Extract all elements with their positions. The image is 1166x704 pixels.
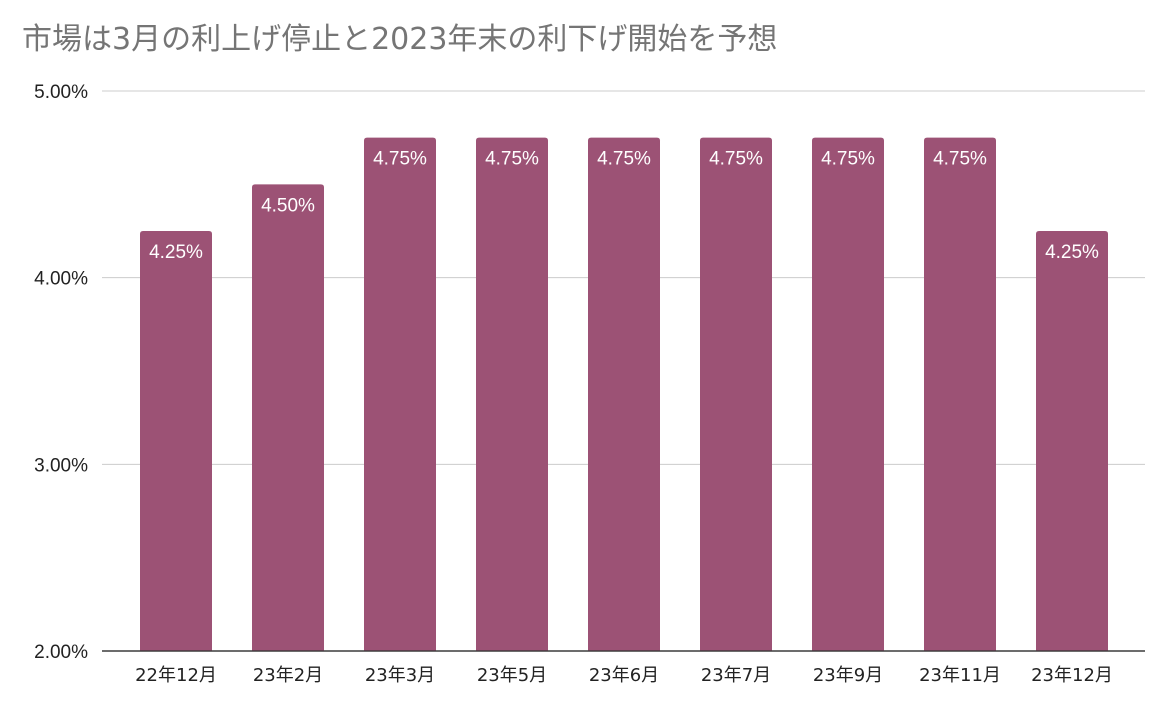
data-label: 4.25%	[149, 242, 203, 263]
y-tick-label: 4.00%	[34, 269, 88, 290]
data-label: 4.75%	[597, 149, 651, 170]
x-tick-label: 23年2月	[253, 665, 323, 686]
x-tick-label: 23年6月	[589, 665, 659, 686]
bars	[140, 137, 1108, 652]
x-tick-label: 23年7月	[701, 665, 771, 686]
y-tick-label: 3.00%	[34, 455, 88, 476]
bar	[588, 137, 660, 651]
x-axis-ticks: 22年12月 23年2月 23年3月 23年5月 23年6月 23年7月 23年9月 23年1…	[102, 650, 1145, 686]
bar	[812, 137, 884, 651]
bar	[140, 231, 212, 651]
data-label: 4.75%	[933, 149, 987, 170]
bar	[1036, 231, 1108, 651]
bar	[924, 137, 996, 651]
bar	[700, 137, 772, 651]
data-label: 4.75%	[709, 149, 763, 170]
y-tick-label: 2.00%	[34, 642, 88, 663]
x-tick-label: 23年9月	[813, 665, 883, 686]
data-label: 4.50%	[261, 195, 315, 216]
bar	[252, 184, 324, 652]
x-tick-label: 23年12月	[1031, 665, 1113, 686]
data-label: 4.75%	[373, 149, 427, 170]
y-axis-ticks: 2.00% 3.00% 4.00% 5.00%	[34, 82, 88, 663]
data-labels: 4.25% 4.50% 4.75% 4.75% 4.75% 4.75% 4.75% 4.75%…	[149, 149, 1099, 263]
x-tick-label: 22年12月	[135, 665, 217, 686]
chart-title: 市場は3月の利上げ停止と2023年末の利下げ開始を予想	[22, 22, 778, 57]
x-tick-label: 23年11月	[919, 665, 1001, 686]
x-tick-label: 23年3月	[365, 665, 435, 686]
data-label: 4.75%	[485, 149, 539, 170]
data-label: 4.25%	[1045, 242, 1099, 263]
y-tick-label: 5.00%	[34, 82, 88, 103]
data-label: 4.75%	[821, 149, 875, 170]
x-tick-label: 23年5月	[477, 665, 547, 686]
bar	[364, 137, 436, 651]
bar	[476, 137, 548, 651]
